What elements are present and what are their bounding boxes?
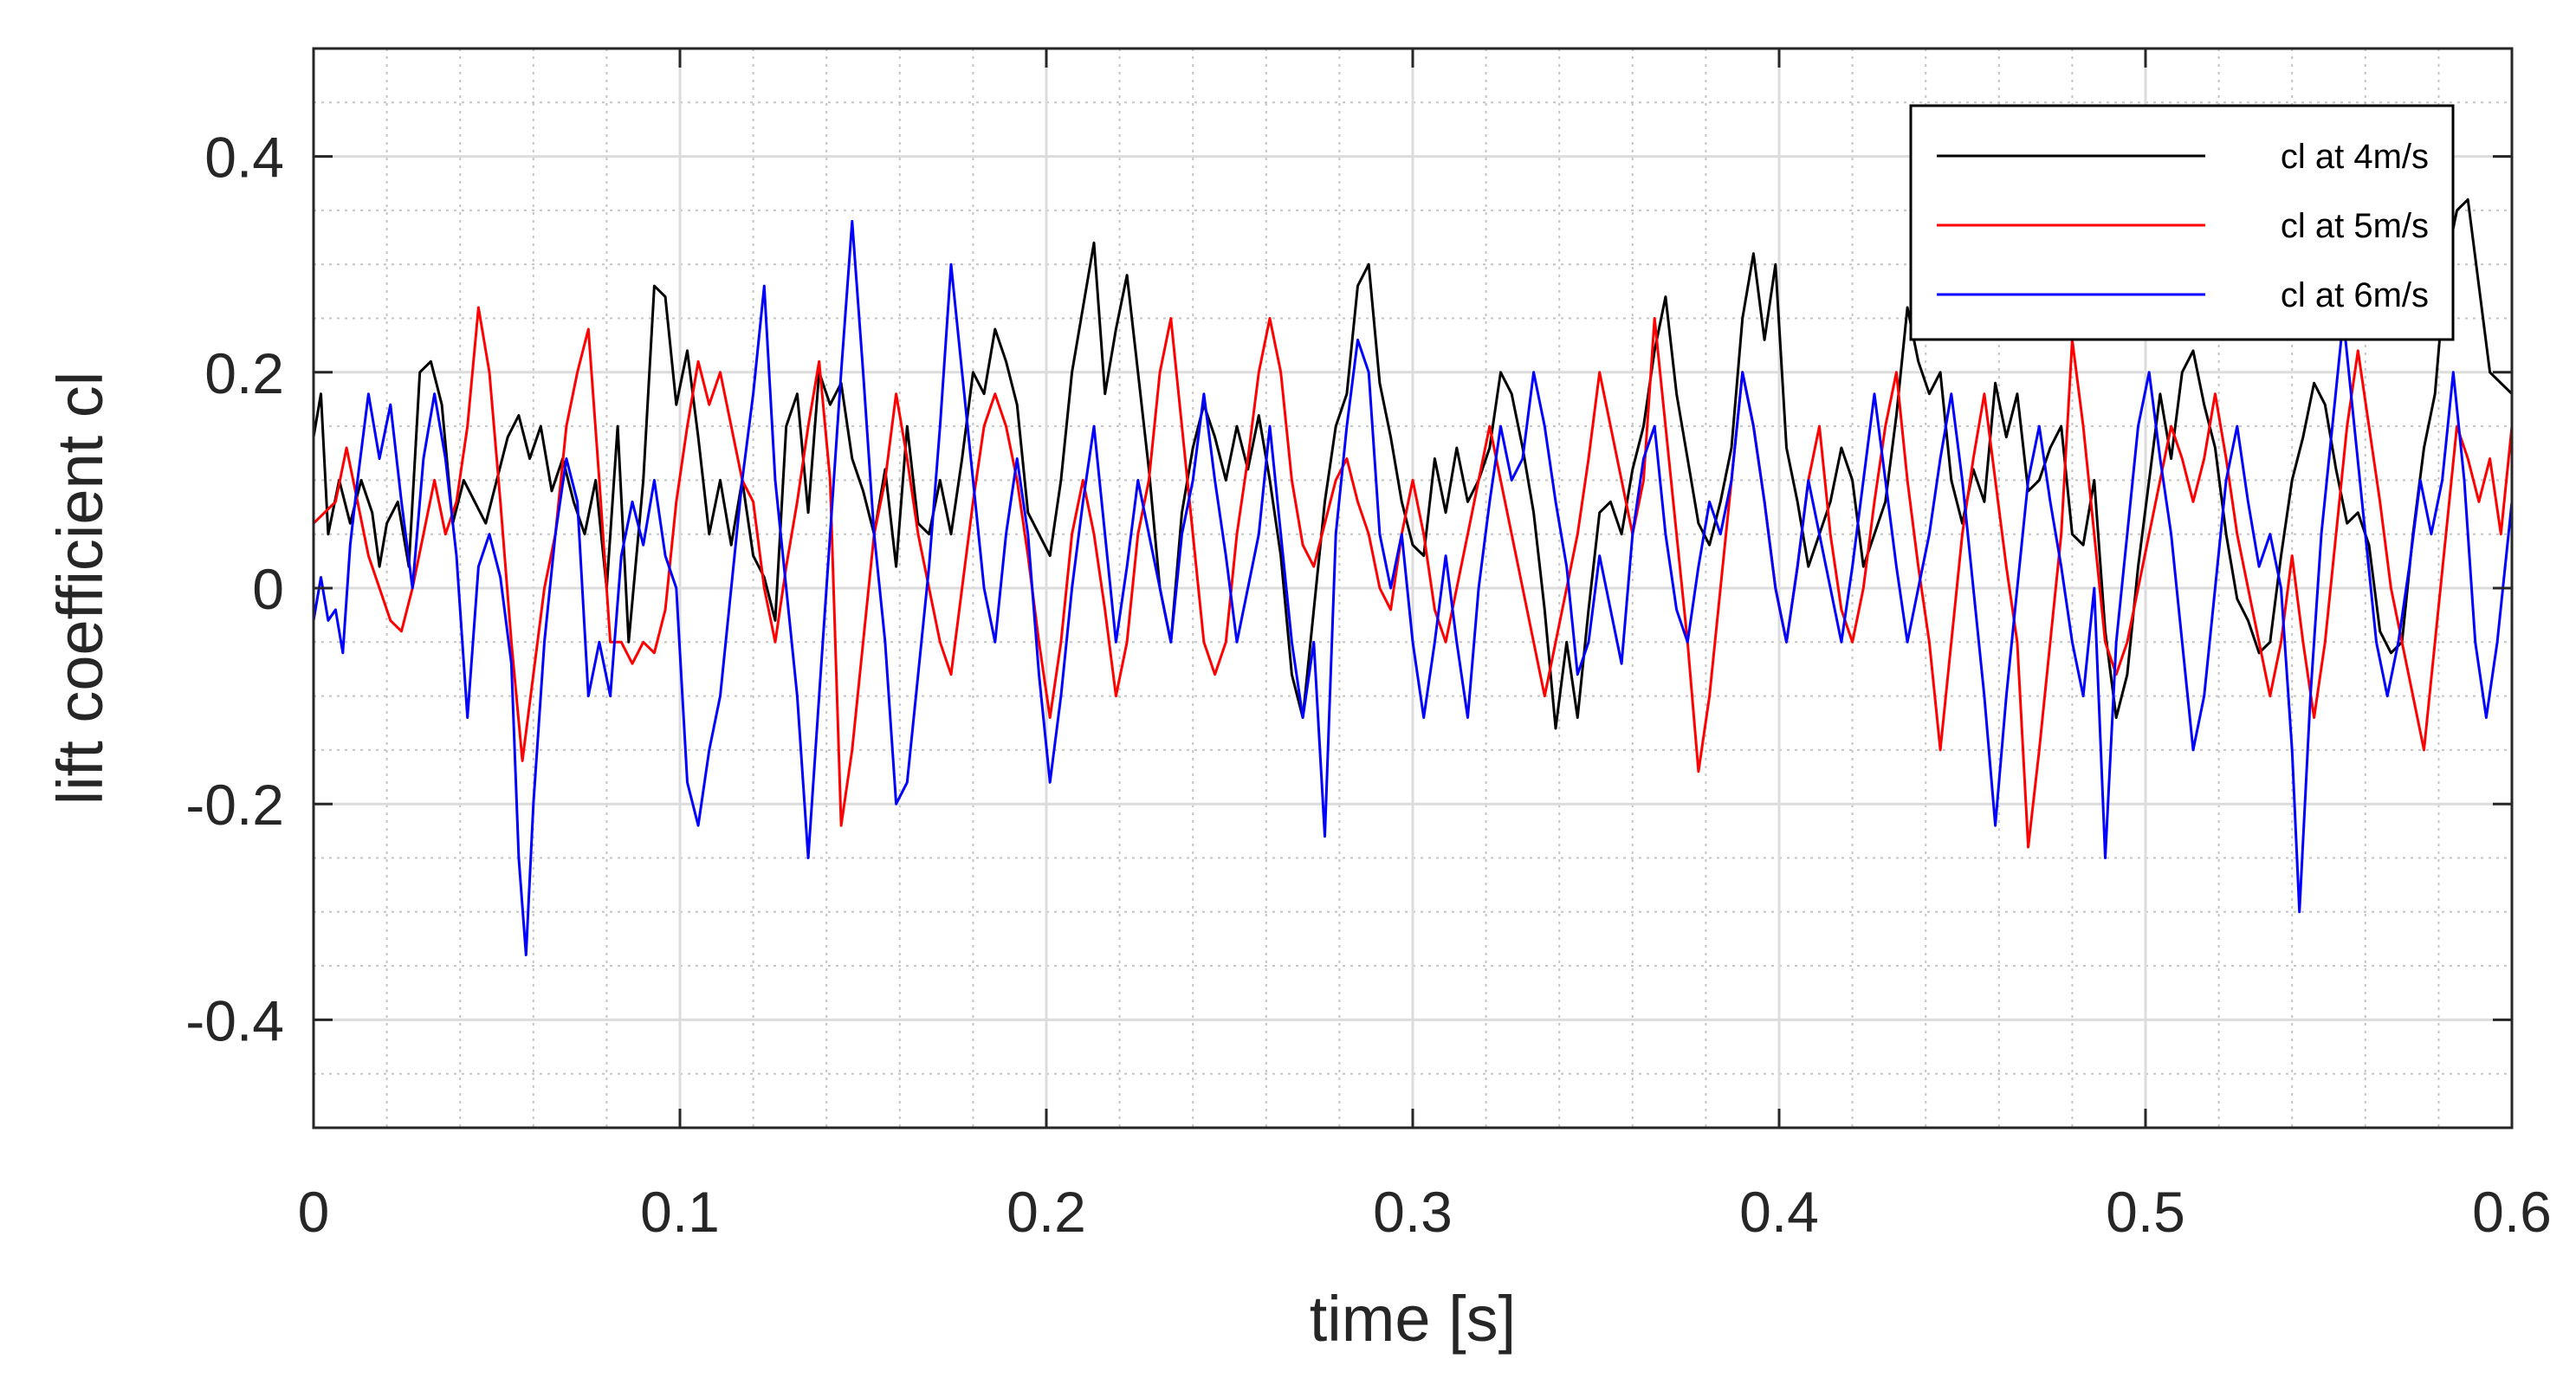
y-tick-label: -0.2: [185, 773, 284, 837]
y-tick-label: 0.4: [204, 126, 284, 190]
x-tick-labels: 0 0.1 0.2 0.3 0.4 0.5 0.6: [298, 1180, 2552, 1244]
x-axis-title: time [s]: [1310, 1283, 1516, 1355]
series-line-1: [312, 197, 2514, 730]
legend-label-1: cl at 4m/s: [2281, 138, 2429, 176]
x-tick-label: 0.4: [1739, 1180, 1819, 1244]
x-tick-label: 0.6: [2472, 1180, 2552, 1244]
x-tick-label: 0.3: [1373, 1180, 1453, 1244]
x-tick-label: 0: [298, 1180, 330, 1244]
series-line-3: [312, 219, 2514, 957]
y-axis-title: lift coefficient cl: [44, 372, 116, 805]
legend: cl at 4m/s cl at 5m/s cl at 6m/s: [1909, 104, 2455, 341]
y-tick-label: 0.2: [204, 341, 284, 405]
x-tick-label: 0.2: [1006, 1180, 1086, 1244]
x-tick-label: 0.5: [2106, 1180, 2185, 1244]
y-tick-label: -0.4: [185, 988, 284, 1052]
series-layer: [312, 197, 2514, 957]
series-line-2: [312, 306, 2514, 849]
legend-box: [1909, 104, 2455, 341]
legend-label-3: cl at 6m/s: [2281, 276, 2429, 314]
x-tick-label: 0.1: [640, 1180, 720, 1244]
y-tick-label: 0: [252, 557, 284, 621]
plot-frame: [312, 47, 2514, 1129]
legend-label-2: cl at 5m/s: [2281, 207, 2429, 245]
y-tick-labels: -0.4 -0.2 0 0.2 0.4: [185, 126, 284, 1053]
